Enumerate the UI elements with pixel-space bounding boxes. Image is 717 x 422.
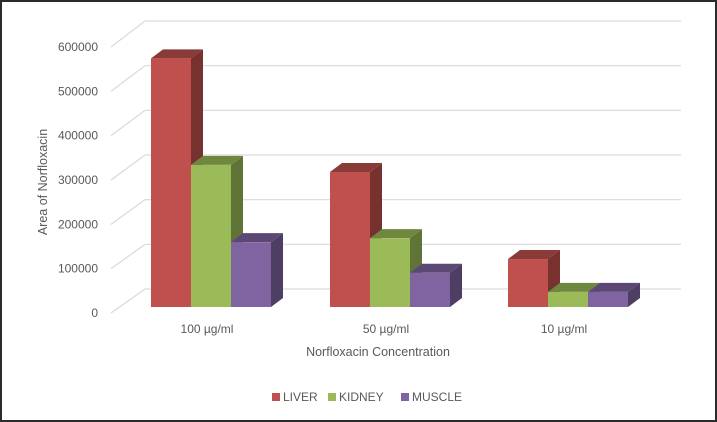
gridline-diagonal <box>110 243 146 270</box>
bar-top <box>330 163 382 173</box>
bar-top <box>370 229 422 239</box>
y-tick-label: 500000 <box>58 84 98 98</box>
bar-top <box>548 282 600 292</box>
x-tick-label: 100 µg/ml <box>181 322 234 336</box>
gridline-diagonal <box>110 199 146 225</box>
bar-top <box>191 155 243 165</box>
y-tick-label: 300000 <box>58 173 98 187</box>
y-tick-label: 600000 <box>58 40 98 54</box>
y-tick-label: 0 <box>91 306 98 320</box>
legend-swatch <box>328 393 336 401</box>
gridline-diagonal <box>110 109 146 137</box>
bar-muscle-2 <box>410 263 462 307</box>
x-tick-label: 50 µg/ml <box>363 322 409 336</box>
y-tick-labels: 0 100000 200000 300000 400000 500000 600000 <box>58 40 98 320</box>
bar-front <box>370 238 410 307</box>
legend-label: KIDNEY <box>339 390 384 404</box>
bar-muscle-1 <box>231 233 283 307</box>
legend-label: MUSCLE <box>412 390 462 404</box>
y-tick-label: 400000 <box>58 129 98 143</box>
legend-item-kidney: KIDNEY <box>328 390 384 404</box>
bar-front <box>330 172 370 307</box>
bar-kidney-2 <box>370 229 422 307</box>
legend-label: LIVER <box>283 390 318 404</box>
bar-front <box>231 242 271 307</box>
gridline-diagonal <box>110 20 146 48</box>
legend-swatch <box>272 393 280 401</box>
bar-front <box>151 58 191 307</box>
bar-muscle-3 <box>588 282 640 307</box>
bar-kidney-3 <box>548 282 600 307</box>
bar-top <box>588 282 640 292</box>
bar-front <box>548 291 588 307</box>
x-tick-labels: 100 µg/ml 50 µg/ml 10 µg/ml <box>181 322 588 336</box>
x-axis-title: Norfloxacin Concentration <box>306 345 450 359</box>
bar-front <box>410 272 450 307</box>
bar-front <box>191 164 231 307</box>
legend-item-muscle: MUSCLE <box>401 390 462 404</box>
bar-side <box>450 263 462 307</box>
x-tick-label: 10 µg/ml <box>541 322 587 336</box>
legend-swatch <box>401 393 409 401</box>
y-tick-label: 200000 <box>58 217 98 231</box>
bar-front <box>508 259 548 307</box>
gridline-diagonal <box>110 65 146 92</box>
bar-side <box>628 282 640 307</box>
y-tick-label: 100000 <box>58 262 98 276</box>
bar-top <box>508 250 560 260</box>
y-axis-title: Area of Norfloxacin <box>36 129 50 235</box>
gridline-diagonal <box>110 288 146 314</box>
bars <box>151 49 640 308</box>
bar-side <box>271 233 283 307</box>
bar-top <box>410 263 462 273</box>
legend: LIVER KIDNEY MUSCLE <box>272 390 462 404</box>
bar-front <box>588 291 628 307</box>
gridline-diagonal <box>110 154 146 181</box>
bar-top <box>231 233 283 243</box>
bar-top <box>151 49 203 59</box>
legend-item-liver: LIVER <box>272 390 318 404</box>
